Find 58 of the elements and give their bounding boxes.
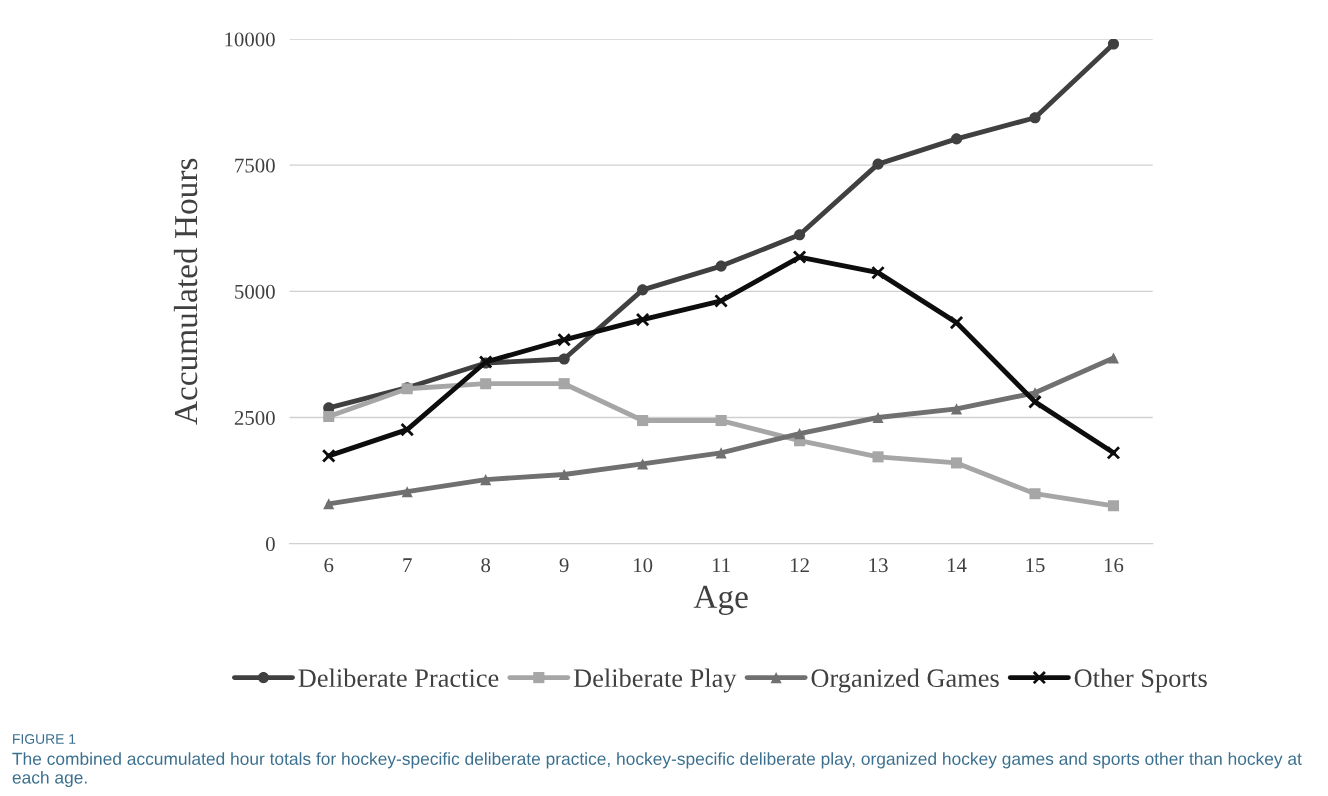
point [872,451,884,463]
point [321,448,336,463]
point [480,474,492,486]
point [558,353,570,365]
point [1107,352,1120,364]
point [558,468,570,481]
point [715,260,727,272]
point [715,414,727,427]
point [635,312,650,327]
x-tick-label: 10 [634,558,653,573]
y-axis-title: Accumulated Hours [173,158,198,425]
x-tick-label: 11 [712,558,730,573]
x-axis-title: Age [693,585,748,616]
y-tick-label: 0 [265,537,275,552]
point [1029,112,1041,124]
point [872,411,884,424]
point [400,422,415,437]
x-tick-label: 14 [947,558,967,573]
point [792,250,807,264]
x-tick-label: 6 [324,558,334,573]
point [1107,500,1120,512]
point [557,332,572,347]
text: The combined accumulated hour totals for hockey-specific deliberate practice, hockey-specific deliberate play, organized hockey games and sports other than hockey at each age. [12,752,1302,788]
y-tick-label: 10000 [225,32,275,47]
point [714,293,729,308]
point [637,284,649,296]
point [1028,394,1042,409]
caption: FIGURE 1 [13,734,76,744]
legend-label: Other Sports [1074,668,1207,693]
y-tick-label: 2500 [234,410,275,425]
point [871,265,885,280]
point [1106,445,1121,460]
legend-label: Deliberate Practice [298,668,499,688]
point [872,158,884,170]
point [715,447,727,459]
point [949,315,964,330]
point [1029,488,1041,500]
point [637,414,649,427]
y-tick-label: 5000 [235,284,275,299]
point [950,403,963,415]
x-tick-label: 15 [1026,558,1045,573]
point [1107,39,1120,50]
point [950,133,963,145]
point [950,457,963,469]
point [323,410,335,423]
point [480,378,492,390]
point [794,229,806,241]
legend-label: Organized Games [811,668,999,693]
point [794,428,806,440]
point [558,378,570,390]
x-tick-label: 8 [481,558,491,573]
x-tick-label: 7 [403,558,412,573]
x-tick-label: 9 [559,558,569,573]
legend-label: Deliberate Play [573,668,737,693]
x-tick-label: 12 [790,558,809,573]
x-tick-label: 16 [1104,558,1124,573]
x-tick-label: 13 [869,558,888,573]
y-tick-label: 7500 [235,158,275,173]
